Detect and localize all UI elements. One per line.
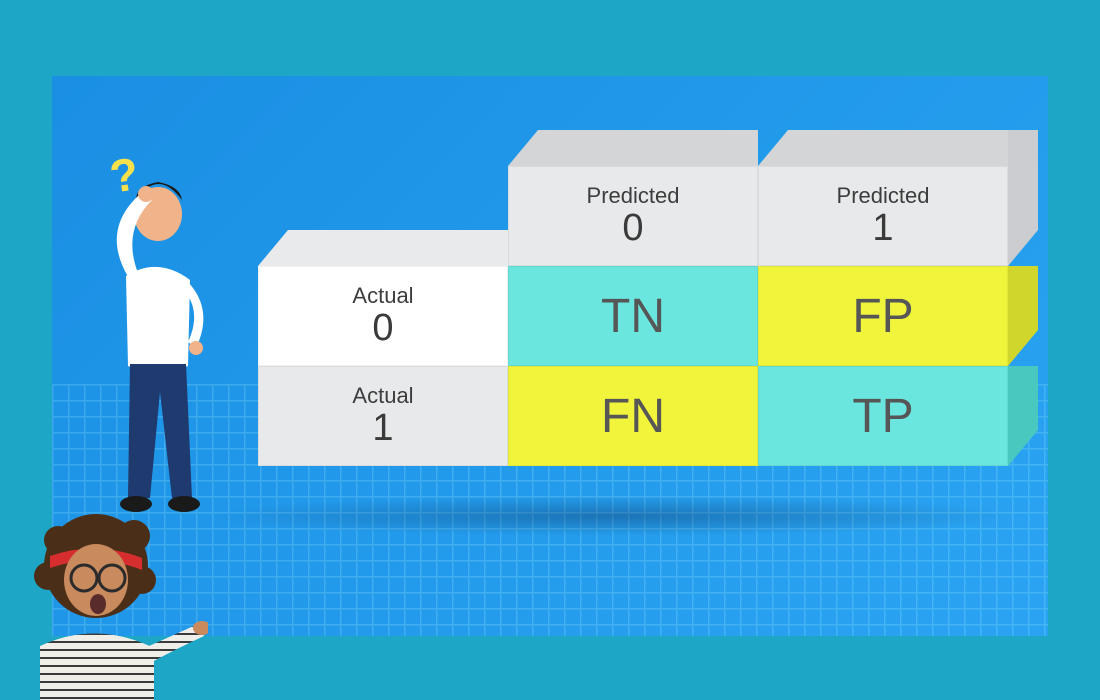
confused-person-icon: ?: [80, 160, 220, 520]
pointing-person-svg: [8, 500, 208, 700]
outer-background: ?: [0, 0, 1100, 700]
col-header-1: Predicted 1: [758, 166, 1008, 266]
cell-0-0-value: TN: [601, 289, 665, 344]
block-shadow: [202, 496, 1022, 536]
pointing-person-icon: [8, 500, 208, 700]
col-header-0-label: Predicted: [587, 183, 680, 209]
col-header-1-label: Predicted: [837, 183, 930, 209]
row-header-0: Actual 0: [258, 266, 508, 366]
col-header-0-value: 0: [622, 207, 643, 250]
row-header-0-label: Actual: [352, 283, 413, 309]
row-header-1-label: Actual: [352, 383, 413, 409]
cell-1-1-value: TP: [852, 389, 913, 444]
col-header-1-value: 1: [872, 207, 893, 250]
person-svg: [80, 160, 220, 520]
cell-0-1-value: FP: [852, 289, 913, 344]
row-header-0-value: 0: [372, 307, 393, 350]
cell-1-0-value: FN: [601, 389, 665, 444]
row-header-1: Actual 1: [258, 366, 508, 466]
col-header-0: Predicted 0: [508, 166, 758, 266]
cell-1-0: FN: [508, 366, 758, 466]
cell-1-1: TP: [758, 366, 1008, 466]
cell-0-0: TN: [508, 266, 758, 366]
cell-0-1: FP: [758, 266, 1008, 366]
row-header-1-value: 1: [372, 407, 393, 450]
